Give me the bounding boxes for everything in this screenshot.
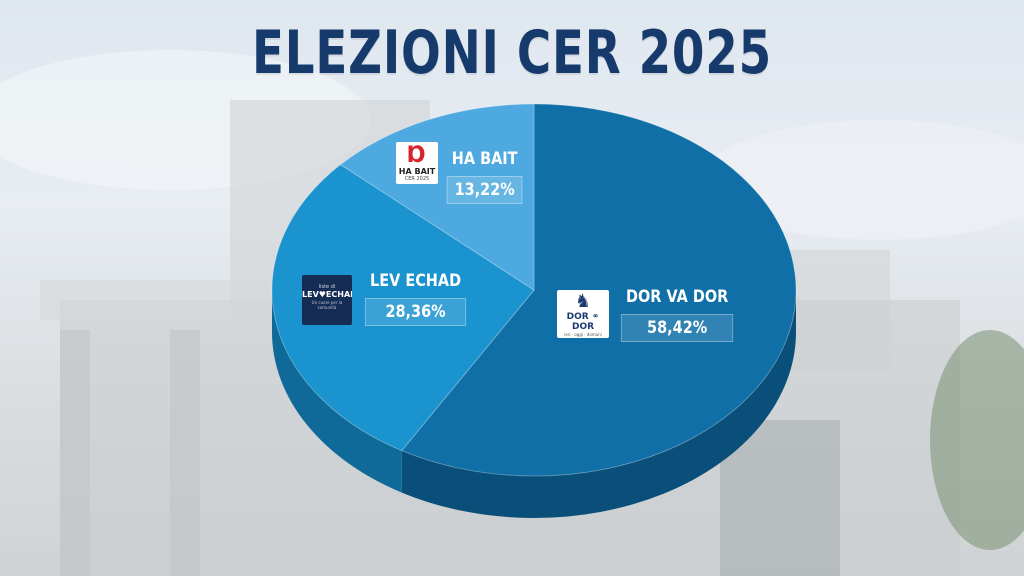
slice-value-label: 58,42% bbox=[620, 314, 734, 342]
pie-sides bbox=[272, 290, 796, 518]
pie-side-lev-echad bbox=[272, 290, 402, 493]
slice-name-label: LEV ECHAD bbox=[370, 271, 462, 291]
label-dor-va-dor: DOR VA DOR 58,42% bbox=[611, 284, 743, 342]
lev-echad-logo-subtext: Un cuore per la comunità bbox=[311, 300, 343, 310]
dor-va-dor-logo: ♞ DOR ⚭ DOR ieri · oggi · domani bbox=[557, 290, 609, 338]
slice-name-label: HA BAIT bbox=[451, 149, 518, 169]
slice-name-label: DOR VA DOR bbox=[626, 287, 729, 307]
lev-echad-logo-text: LEV♥ECHAD bbox=[302, 290, 352, 299]
label-lev-echad: LEV ECHAD 28,36% bbox=[356, 268, 475, 326]
ha-bait-logo-mark: Ɒ bbox=[407, 143, 427, 168]
slice-value-label: 28,36% bbox=[364, 298, 467, 326]
dor-va-dor-logo-subtext: ieri · oggi · domani bbox=[564, 332, 602, 337]
pie-slice-lev-echad bbox=[271, 163, 535, 452]
ha-bait-logo-text: HA BAIT bbox=[398, 167, 436, 176]
lev-echad-logo: liste di LEV♥ECHAD Un cuore per la comun… bbox=[302, 275, 352, 325]
slice-value-label: 13,22% bbox=[446, 176, 523, 204]
lev-echad-logo-small: liste di bbox=[318, 284, 336, 290]
dor-va-dor-logo-text: DOR ⚭ DOR bbox=[566, 312, 600, 332]
pie-side-dor-va-dor bbox=[401, 290, 796, 518]
ha-bait-logo: Ɒ HA BAIT CER 2025 bbox=[396, 142, 438, 184]
chart-title: ELEZIONI CER 2025 bbox=[252, 18, 772, 88]
pie-slice-dor-va-dor bbox=[400, 103, 797, 477]
ha-bait-logo-subtext: CER 2025 bbox=[404, 176, 430, 182]
label-ha-bait: HA BAIT 13,22% bbox=[440, 146, 529, 204]
pie-slice-ha-bait bbox=[339, 103, 535, 291]
lion-icon: ♞ bbox=[574, 291, 592, 312]
